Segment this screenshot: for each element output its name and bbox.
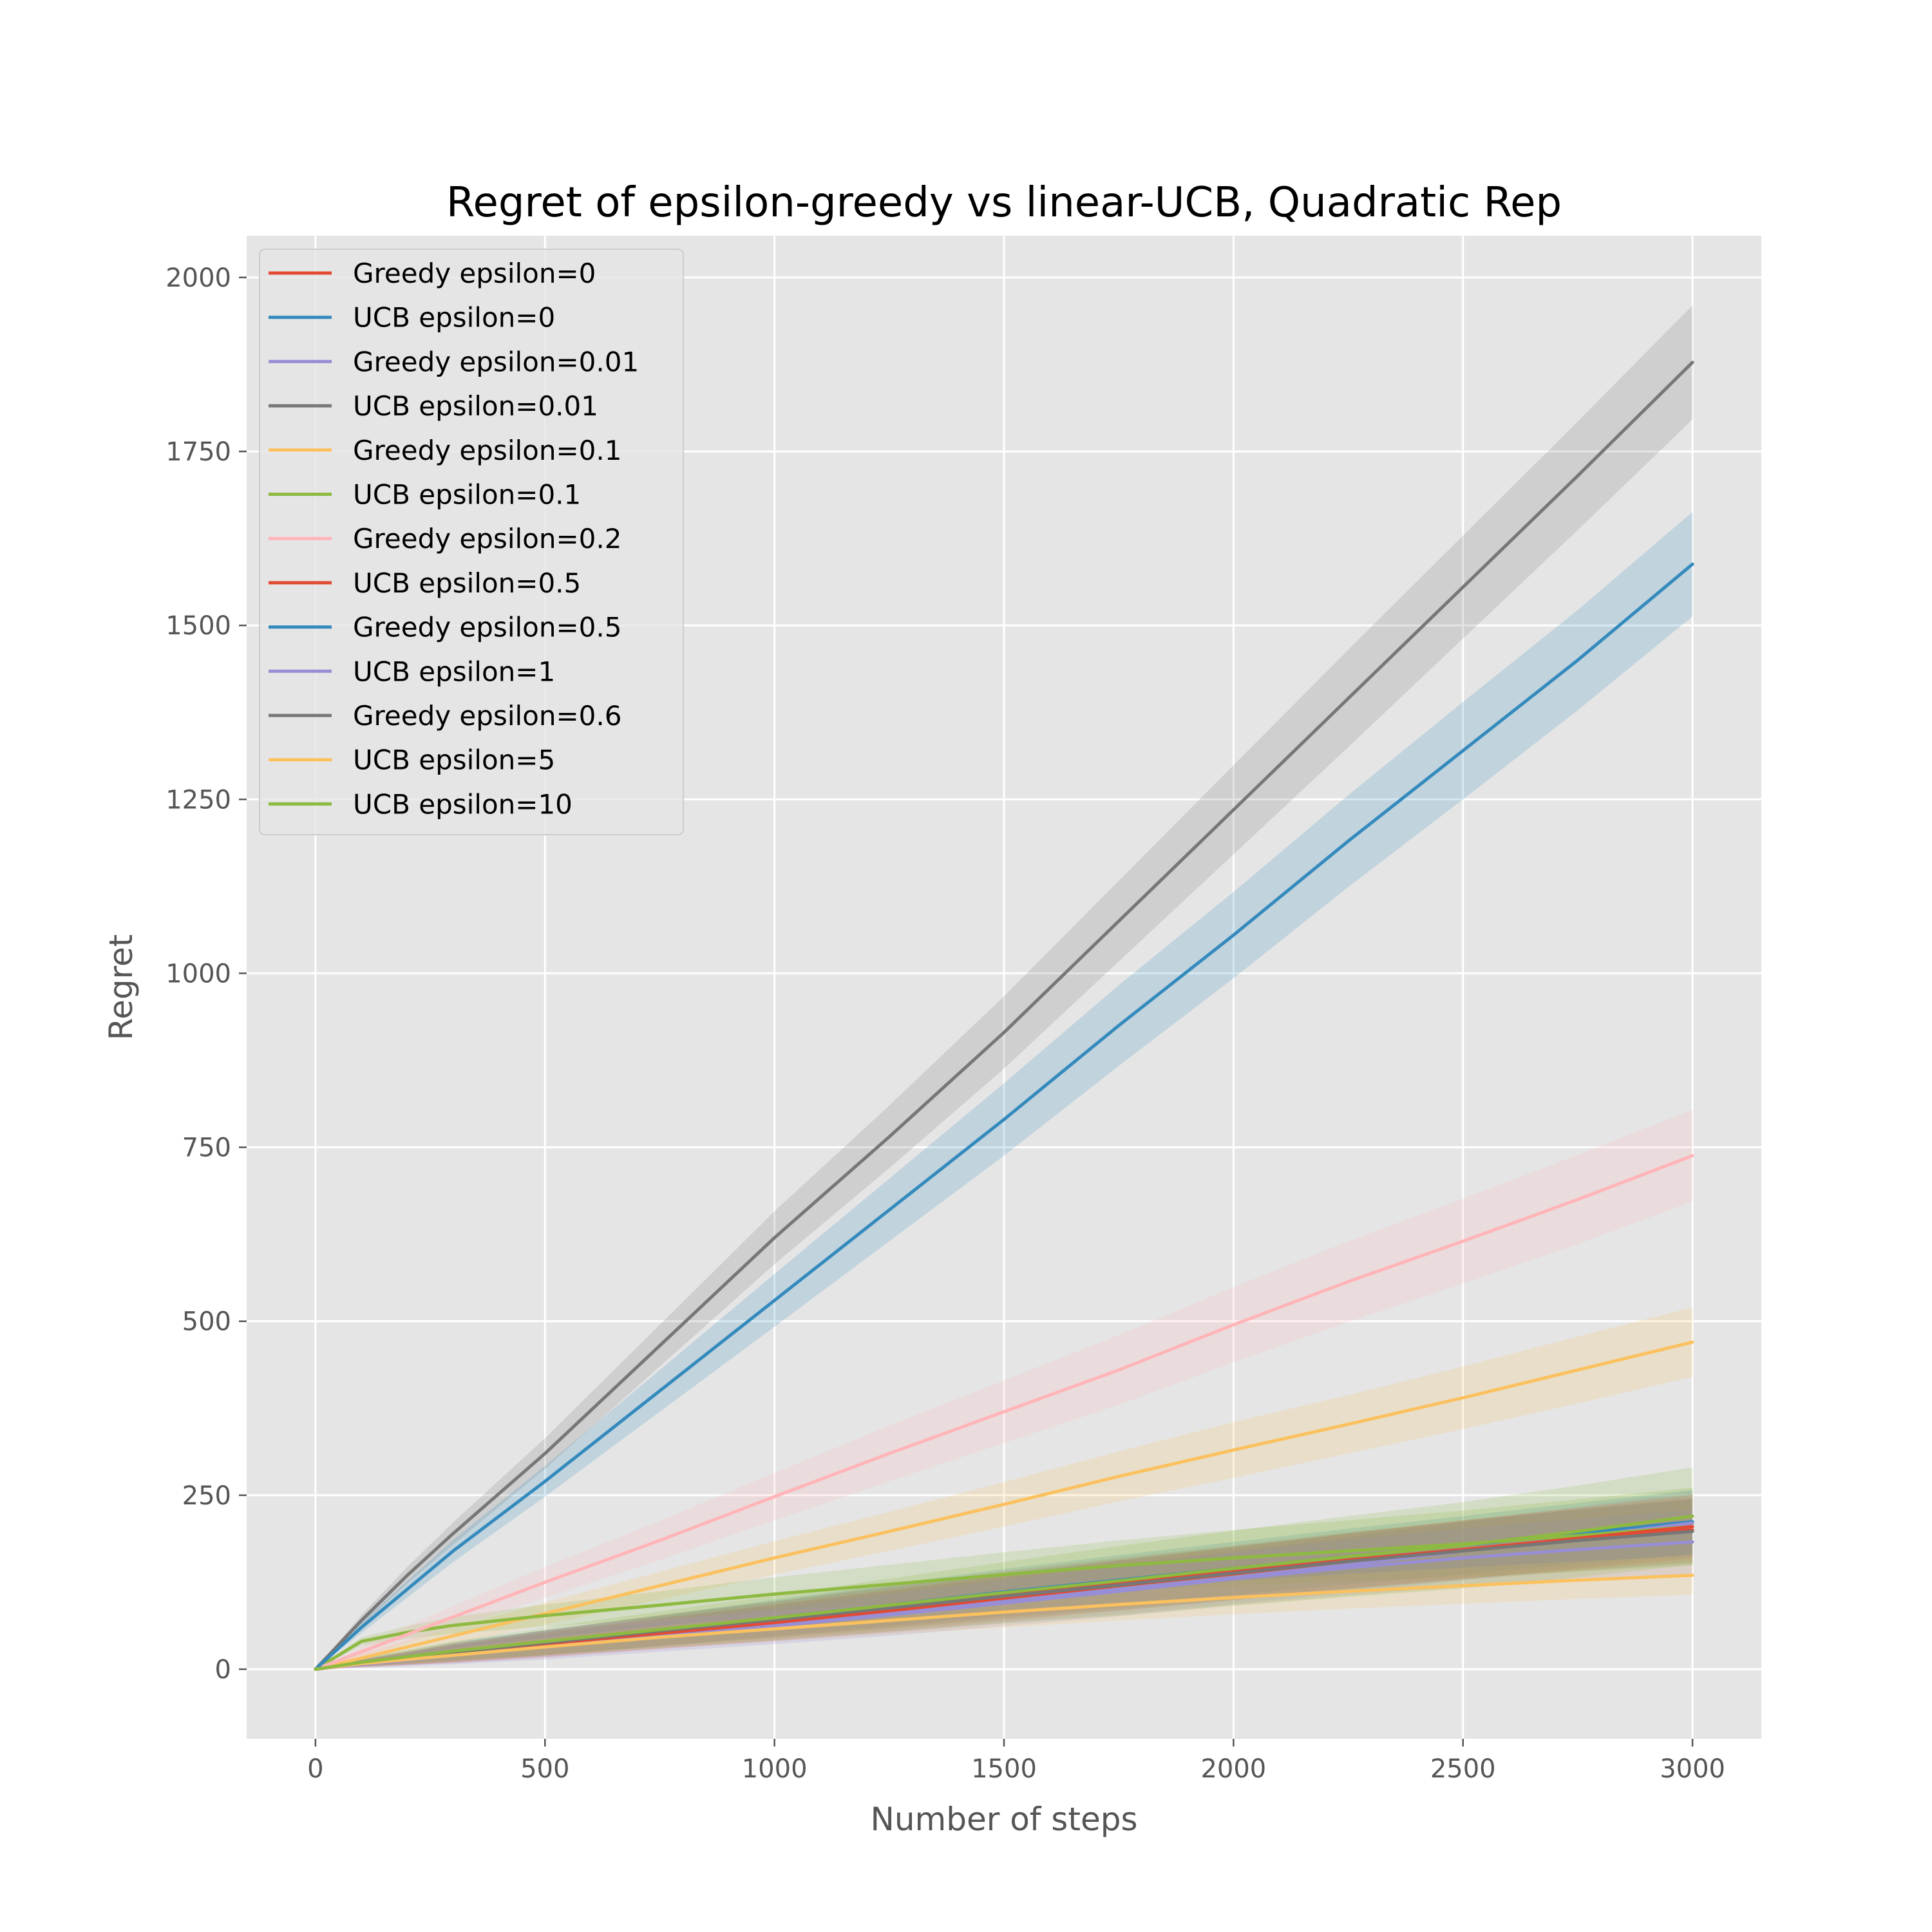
legend-entry: Greedy epsilon=0.01 [353,346,639,377]
line-series-12 [314,1573,1694,1671]
legend-entry: Greedy epsilon=0.5 [353,612,621,643]
grid-lines [247,236,1761,1739]
band-series-7 [315,1110,1693,1669]
legend-entry: Greedy epsilon=0 [353,258,596,289]
x-tick-label: 2000 [1200,1754,1266,1784]
band-series-8 [315,1494,1693,1669]
y-tick-label: 250 [182,1481,231,1511]
line-series-5 [314,1340,1694,1671]
legend-entry: UCB epsilon=0.01 [353,390,598,422]
band-series-6 [315,1487,1693,1669]
band-series-1 [315,1498,1693,1669]
legend-entry: UCB epsilon=10 [353,788,573,820]
band-series-13 [315,1467,1693,1669]
band-series-4 [315,305,1693,1669]
y-axis-label: Regret [102,934,140,1041]
line-series-13 [314,1514,1694,1671]
legend-entry: UCB epsilon=0.5 [353,567,581,599]
line-series-4 [314,361,1694,1671]
x-tick-label: 1000 [742,1754,808,1784]
band-series-3 [315,1491,1693,1669]
x-tick-label: 0 [307,1754,323,1784]
legend-entry: Greedy epsilon=0.2 [353,523,621,554]
band-series-9 [315,512,1693,1669]
line-series-7 [314,1154,1694,1671]
y-tick-label: 1750 [166,437,231,467]
legend-frame [259,249,684,836]
legend-entry: UCB epsilon=0 [353,302,555,334]
y-tick-label: 0 [215,1655,231,1685]
y-tick-label: 500 [182,1307,231,1337]
x-axis-ticks: 0 500 1000 1500 2000 2500 3000 [307,1739,1725,1784]
legend-entry: Greedy epsilon=0.6 [353,700,621,732]
x-tick-label: 1500 [971,1754,1037,1784]
legend-entry: UCB epsilon=0.1 [353,479,581,511]
x-tick-label: 3000 [1660,1754,1725,1784]
y-tick-label: 1250 [166,785,231,815]
chart-title: Regret of epsilon-greedy vs linear-UCB, … [446,179,1562,227]
x-axis-label: Number of steps [870,1801,1137,1838]
y-tick-label: 2000 [166,263,231,293]
legend-entry: Greedy epsilon=0.1 [353,435,621,466]
band-series-11 [315,1499,1693,1669]
y-axis-ticks: 0 250 500 750 1000 1250 1500 1750 2000 [166,263,247,1685]
y-tick-label: 750 [182,1133,231,1163]
x-tick-label: 500 [520,1754,569,1784]
legend-entry: UCB epsilon=1 [353,656,555,687]
x-tick-label: 2500 [1430,1754,1496,1784]
band-series-2 [315,1490,1693,1669]
series-lines [314,361,1694,1671]
band-series-5 [315,1307,1693,1669]
line-series-9 [314,562,1694,1671]
y-tick-label: 1000 [166,959,231,989]
y-tick-label: 1500 [166,611,231,641]
legend-entry: UCB epsilon=5 [353,744,555,776]
legend: Greedy epsilon=0 UCB epsilon=0 Greedy epsi… [259,249,684,836]
